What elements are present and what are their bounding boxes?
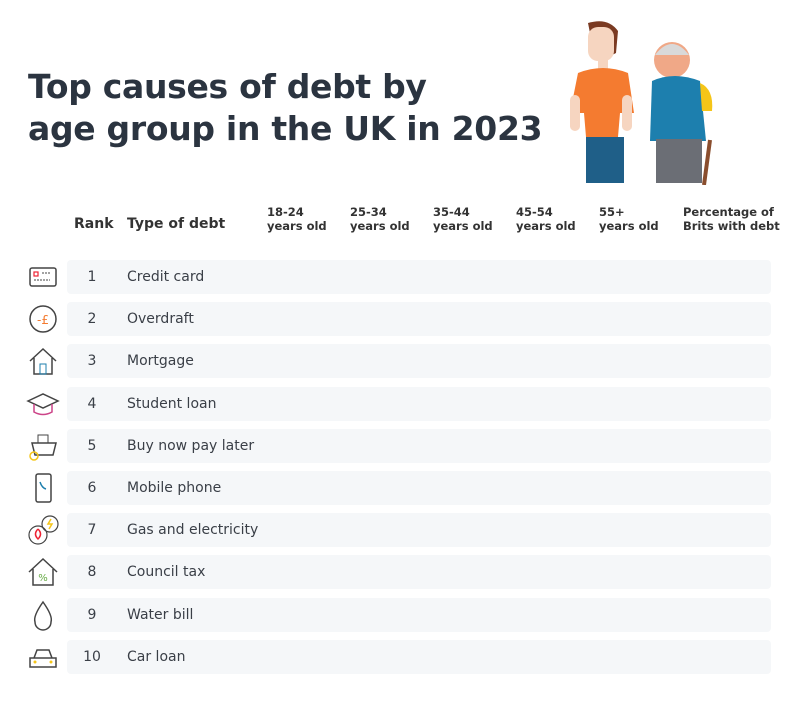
rank-cell: 4	[87, 395, 97, 412]
rank-cell: 3	[87, 353, 97, 370]
table-row: 5 Buy now pay later	[67, 428, 771, 463]
mobile-phone-icon	[35, 473, 52, 503]
header-25-34: 25-34 years old	[350, 205, 410, 233]
table-row: 4 Student loan	[67, 386, 771, 421]
car-icon	[29, 649, 57, 668]
table-row: 9 Water bill	[67, 597, 771, 632]
header-18-24: 18-24 years old	[267, 205, 327, 233]
type-cell: Car loan	[127, 648, 186, 665]
table-row: 10 Car loan	[67, 639, 771, 674]
rank-cell: 5	[87, 437, 97, 454]
table-row: 3 Mortgage	[67, 344, 771, 379]
rank-cell: 7	[87, 522, 97, 539]
type-cell: Credit card	[127, 269, 205, 285]
house-percent-icon: %	[28, 558, 58, 587]
header-55-plus: 55+ years old	[599, 205, 659, 233]
water-drop-icon	[33, 600, 53, 631]
rank-cell: 10	[83, 648, 101, 665]
table-row: 1 Credit card	[67, 260, 771, 294]
table-row: 6 Mobile phone	[67, 471, 771, 505]
svg-text:-£: -£	[37, 313, 49, 327]
house-icon	[29, 348, 57, 376]
type-cell: Council tax	[127, 564, 206, 581]
people-illustration	[570, 21, 713, 185]
table-row: 7 Gas and electricity	[67, 513, 771, 548]
header-45-54: 45-54 years old	[516, 205, 576, 233]
type-cell: Gas and electricity	[127, 522, 259, 539]
graduation-cap-icon	[26, 392, 60, 415]
type-cell: Buy now pay later	[127, 437, 255, 454]
type-cell: Student loan	[127, 395, 217, 412]
svg-text:%: %	[38, 573, 48, 584]
header-percentage: Percentage of Brits with debt	[683, 205, 780, 233]
type-cell: Mobile phone	[127, 480, 222, 496]
basket-clock-icon	[29, 434, 57, 461]
type-cell: Water bill	[127, 606, 194, 623]
rank-cell: 8	[87, 564, 97, 581]
rank-cell: 1	[87, 269, 97, 285]
flame-bolt-icon	[28, 515, 59, 545]
rank-cell: 2	[87, 311, 97, 328]
credit-card-icon	[29, 267, 57, 287]
rank-cell: 6	[87, 480, 97, 496]
type-cell: Overdraft	[127, 311, 194, 328]
type-cell: Mortgage	[127, 353, 194, 370]
rank-cell: 9	[87, 606, 97, 623]
table-row: 8 Council tax	[67, 555, 771, 590]
pound-minus-icon: -£	[29, 305, 57, 333]
header-rank: Rank	[74, 216, 114, 232]
header-35-44: 35-44 years old	[433, 205, 493, 233]
page-title: Top causes of debt by age group in the UK…	[28, 67, 543, 148]
table-row: 2 Overdraft	[67, 302, 771, 337]
header-type: Type of debt	[127, 216, 226, 232]
